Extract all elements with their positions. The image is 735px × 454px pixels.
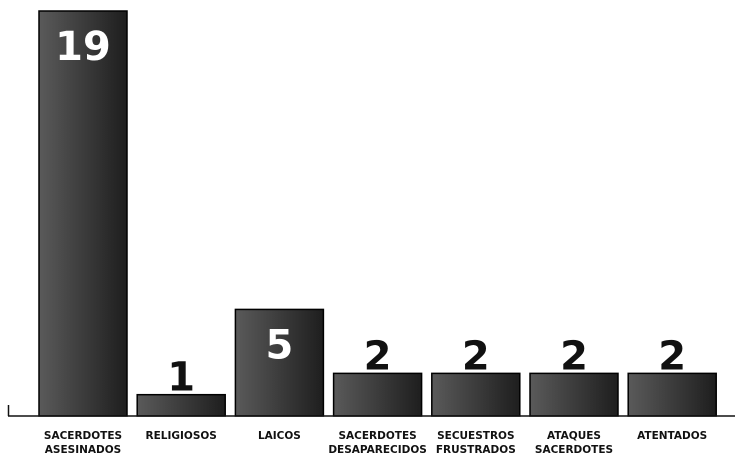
category-label-6-line-1: ATAQUES bbox=[547, 430, 601, 442]
category-label-3-line-1: LAICOS bbox=[258, 430, 301, 442]
category-label-5-line-2: FRUSTRADOS bbox=[436, 444, 516, 454]
bar-3 bbox=[234, 308, 325, 417]
bar-value-label-7: 2 bbox=[658, 333, 686, 379]
bar-1 bbox=[38, 10, 128, 417]
labels-layer: 19 SACERDOTES ASESINADOS 1 RELIGIOSOS 5 LAICOS… bbox=[44, 24, 707, 454]
bar-value-label-6: 2 bbox=[560, 333, 588, 379]
bar-4 bbox=[332, 372, 423, 417]
category-label-4-line-2: DESAPARECIDOS bbox=[328, 444, 427, 454]
category-label-2-line-1: RELIGIOSOS bbox=[146, 430, 217, 442]
axis-layer bbox=[7, 405, 735, 417]
bar-5 bbox=[431, 372, 521, 417]
category-label-7-line-1: ATENTADOS bbox=[637, 430, 707, 442]
bar-value-label-3: 5 bbox=[265, 322, 293, 368]
bar-value-label-2: 1 bbox=[167, 355, 195, 401]
bar-6 bbox=[529, 372, 619, 417]
category-label-5-line-1: SECUESTROS bbox=[437, 430, 514, 442]
bar-value-label-1: 19 bbox=[55, 24, 111, 70]
category-label-4-line-1: SACERDOTES bbox=[338, 430, 416, 442]
bars-layer bbox=[38, 10, 717, 417]
bar-value-label-4: 2 bbox=[364, 333, 392, 379]
category-label-1-line-1: SACERDOTES bbox=[44, 430, 122, 442]
bar-7 bbox=[627, 372, 717, 417]
category-label-1-line-2: ASESINADOS bbox=[45, 444, 121, 454]
category-label-6-line-2: SACERDOTES bbox=[535, 444, 613, 454]
bar-value-label-5: 2 bbox=[462, 333, 490, 379]
